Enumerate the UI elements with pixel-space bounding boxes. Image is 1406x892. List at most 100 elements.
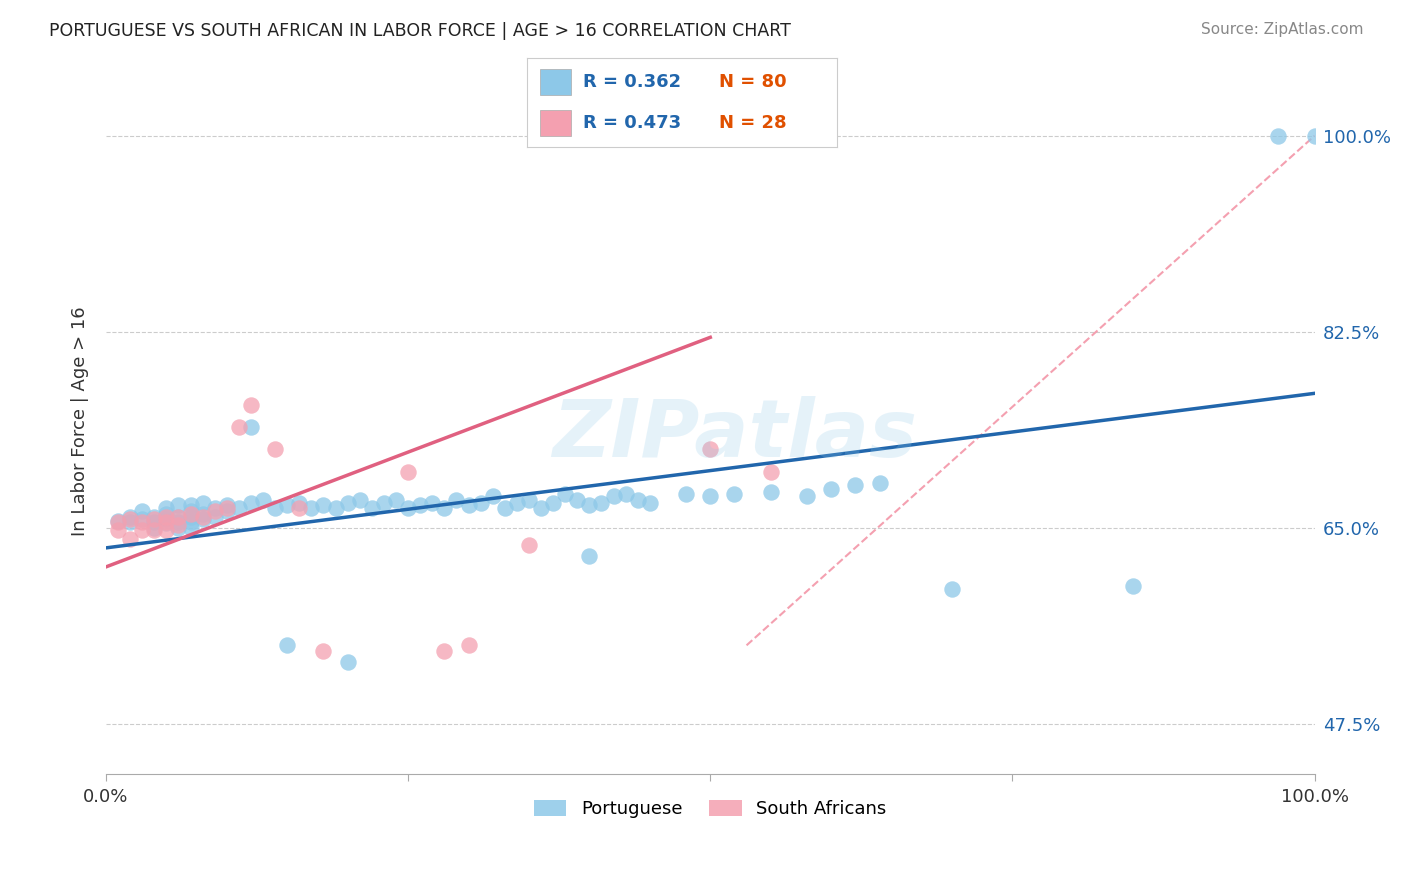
Point xyxy=(264,442,287,457)
Point xyxy=(239,496,262,510)
Point xyxy=(506,496,529,510)
Point xyxy=(167,515,190,529)
Text: ZIPatlas: ZIPatlas xyxy=(553,396,917,475)
Point xyxy=(120,532,142,546)
Point xyxy=(167,509,190,524)
Point xyxy=(530,500,553,515)
Point xyxy=(167,518,190,533)
Point xyxy=(155,508,177,522)
Point xyxy=(204,509,226,524)
Point xyxy=(155,512,177,526)
Point xyxy=(796,489,818,503)
Point xyxy=(336,496,359,510)
Point xyxy=(820,482,842,496)
Point xyxy=(120,509,142,524)
Point xyxy=(155,516,177,531)
Point xyxy=(578,549,600,563)
Point xyxy=(120,512,142,526)
Point xyxy=(120,515,142,529)
Legend: Portuguese, South Africans: Portuguese, South Africans xyxy=(527,792,894,825)
Point xyxy=(155,515,177,529)
Point xyxy=(699,489,721,503)
Point xyxy=(288,500,311,515)
Point xyxy=(143,512,166,526)
Point xyxy=(299,500,322,515)
Bar xyxy=(540,110,571,136)
Point xyxy=(433,644,456,658)
Point xyxy=(276,638,298,652)
Point xyxy=(215,499,238,513)
Point xyxy=(675,487,697,501)
Point xyxy=(264,500,287,515)
Point xyxy=(143,521,166,535)
Point xyxy=(204,500,226,515)
Point xyxy=(252,492,274,507)
Point xyxy=(131,512,153,526)
Text: PORTUGUESE VS SOUTH AFRICAN IN LABOR FORCE | AGE > 16 CORRELATION CHART: PORTUGUESE VS SOUTH AFRICAN IN LABOR FOR… xyxy=(49,22,792,40)
Point xyxy=(191,508,214,522)
Point xyxy=(288,496,311,510)
Point xyxy=(494,500,516,515)
Point xyxy=(336,655,359,669)
Point xyxy=(155,509,177,524)
Point xyxy=(373,496,395,510)
Point xyxy=(155,523,177,537)
Y-axis label: In Labor Force | Age > 16: In Labor Force | Age > 16 xyxy=(72,307,89,536)
Point xyxy=(180,521,202,535)
Point xyxy=(239,420,262,434)
Point xyxy=(385,492,408,507)
Point xyxy=(191,496,214,510)
Point xyxy=(481,489,503,503)
Point xyxy=(143,509,166,524)
Point xyxy=(191,512,214,526)
Point xyxy=(638,496,661,510)
Point xyxy=(155,500,177,515)
Point xyxy=(517,492,540,507)
Text: N = 80: N = 80 xyxy=(718,73,786,91)
Point xyxy=(215,504,238,518)
Point xyxy=(325,500,347,515)
Point xyxy=(409,499,432,513)
Point xyxy=(420,496,443,510)
Text: Source: ZipAtlas.com: Source: ZipAtlas.com xyxy=(1201,22,1364,37)
Point xyxy=(602,489,624,503)
Point xyxy=(699,784,721,798)
Point xyxy=(759,484,782,499)
Point xyxy=(591,496,613,510)
Point xyxy=(457,638,479,652)
Point xyxy=(360,500,382,515)
Point xyxy=(131,504,153,518)
Point xyxy=(1303,128,1326,143)
Point xyxy=(180,499,202,513)
Point xyxy=(312,499,335,513)
Point xyxy=(1267,128,1289,143)
Point xyxy=(167,521,190,535)
Point xyxy=(143,523,166,537)
Point xyxy=(446,492,468,507)
Point xyxy=(143,515,166,529)
Point xyxy=(869,475,891,490)
Point xyxy=(627,492,650,507)
Point xyxy=(433,500,456,515)
Point xyxy=(167,499,190,513)
Point xyxy=(759,465,782,479)
Point xyxy=(131,515,153,529)
Bar xyxy=(540,69,571,95)
Text: R = 0.362: R = 0.362 xyxy=(583,73,681,91)
Point xyxy=(699,442,721,457)
Point xyxy=(614,487,637,501)
Point xyxy=(567,492,589,507)
Point xyxy=(349,492,371,507)
Point xyxy=(1122,579,1144,593)
Point xyxy=(228,500,250,515)
Point xyxy=(578,499,600,513)
Point xyxy=(228,420,250,434)
Point xyxy=(844,478,866,492)
Point xyxy=(541,496,564,510)
Point xyxy=(167,509,190,524)
Point xyxy=(180,515,202,529)
Text: R = 0.473: R = 0.473 xyxy=(583,114,681,132)
Point xyxy=(276,499,298,513)
Point xyxy=(941,582,963,597)
Point xyxy=(107,514,129,528)
